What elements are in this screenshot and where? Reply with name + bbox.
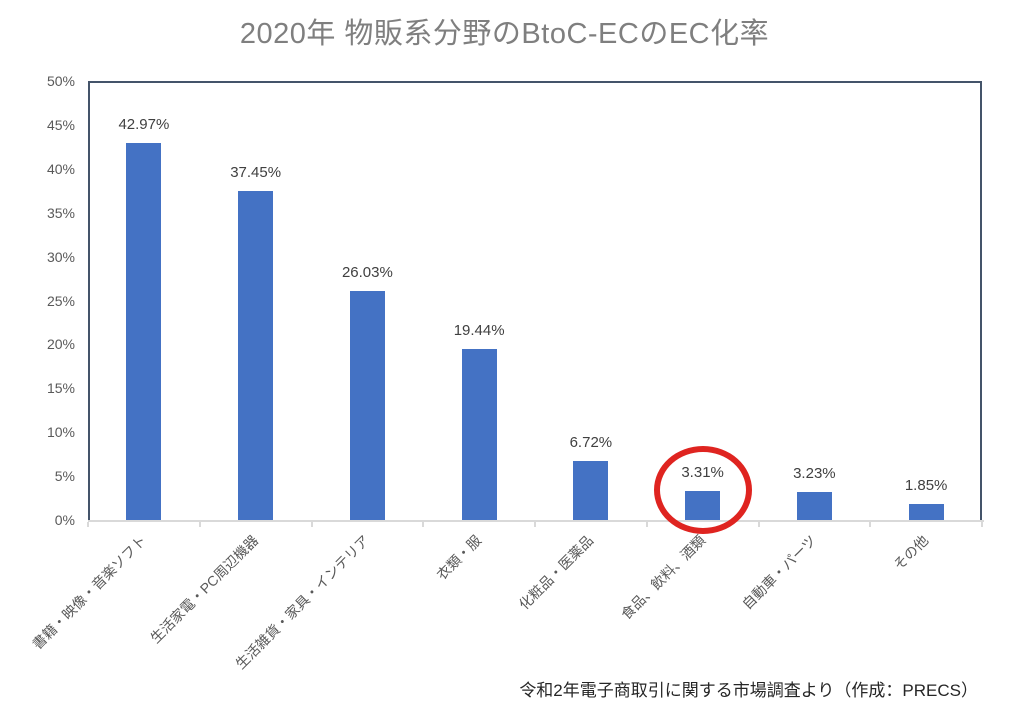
- y-axis-tick-label: 0%: [54, 512, 75, 528]
- y-axis-tick-label: 5%: [54, 468, 75, 485]
- bar-value-label: 19.44%: [453, 322, 505, 340]
- x-axis-tick: [757, 522, 760, 527]
- y-axis-tick-label: 45%: [46, 116, 75, 133]
- bar-value-label: 42.97%: [118, 115, 170, 133]
- bar: [461, 349, 497, 520]
- category-label: 衣類・服: [433, 532, 485, 583]
- category-label: 生活家電・PC周辺機器: [146, 532, 261, 647]
- y-axis-tick-label: 20%: [46, 336, 75, 353]
- bar: [908, 503, 944, 520]
- bar: [238, 191, 274, 520]
- x-axis-tick: [534, 522, 536, 527]
- bar: [573, 460, 609, 520]
- x-axis-line: [88, 520, 984, 522]
- bar-value-label: 3.23%: [793, 464, 836, 482]
- category-label: その他: [890, 532, 932, 574]
- y-axis-tick-label: 35%: [46, 204, 75, 221]
- x-axis-tick: [198, 522, 201, 527]
- category-label: 書籍・映像・音楽ソフト: [28, 532, 150, 653]
- category-label: 化粧品・医薬品: [515, 532, 597, 613]
- bar: [349, 291, 385, 520]
- x-axis-tick: [310, 522, 313, 527]
- x-axis-tick: [422, 522, 425, 527]
- bar: [796, 491, 832, 520]
- plot-area: [88, 81, 982, 520]
- category-label: 自動車・パーツ: [739, 532, 820, 613]
- x-axis-tick: [981, 522, 983, 527]
- bar-value-label: 37.45%: [230, 164, 282, 182]
- source-note: 令和2年電子商取引に関する市場調査より（作成：PRECS）: [519, 681, 978, 700]
- bar-value-label: 26.03%: [341, 264, 393, 282]
- y-axis-tick-label: 50%: [46, 73, 75, 89]
- highlight-ellipse: [653, 445, 752, 534]
- y-axis-tick-label: 25%: [46, 292, 75, 309]
- x-axis-tick: [869, 522, 872, 527]
- chart-title: 2020年 物販系分野のBtoC-ECのEC化率: [239, 18, 770, 50]
- bar-value-label: 1.85%: [904, 476, 948, 494]
- bar-value-label: 6.72%: [569, 433, 613, 451]
- y-axis-tick-label: 30%: [46, 248, 75, 265]
- x-axis-tick: [645, 522, 648, 527]
- bar: [126, 142, 162, 520]
- y-axis-tick-label: 40%: [46, 160, 75, 177]
- category-label: 生活雑貨・家具・インテリア: [232, 532, 373, 673]
- y-axis-tick-label: 10%: [46, 424, 75, 441]
- y-axis-tick-label: 15%: [46, 380, 75, 397]
- category-label: 食品、飲料、酒類: [617, 532, 708, 623]
- x-axis-tick: [87, 522, 89, 527]
